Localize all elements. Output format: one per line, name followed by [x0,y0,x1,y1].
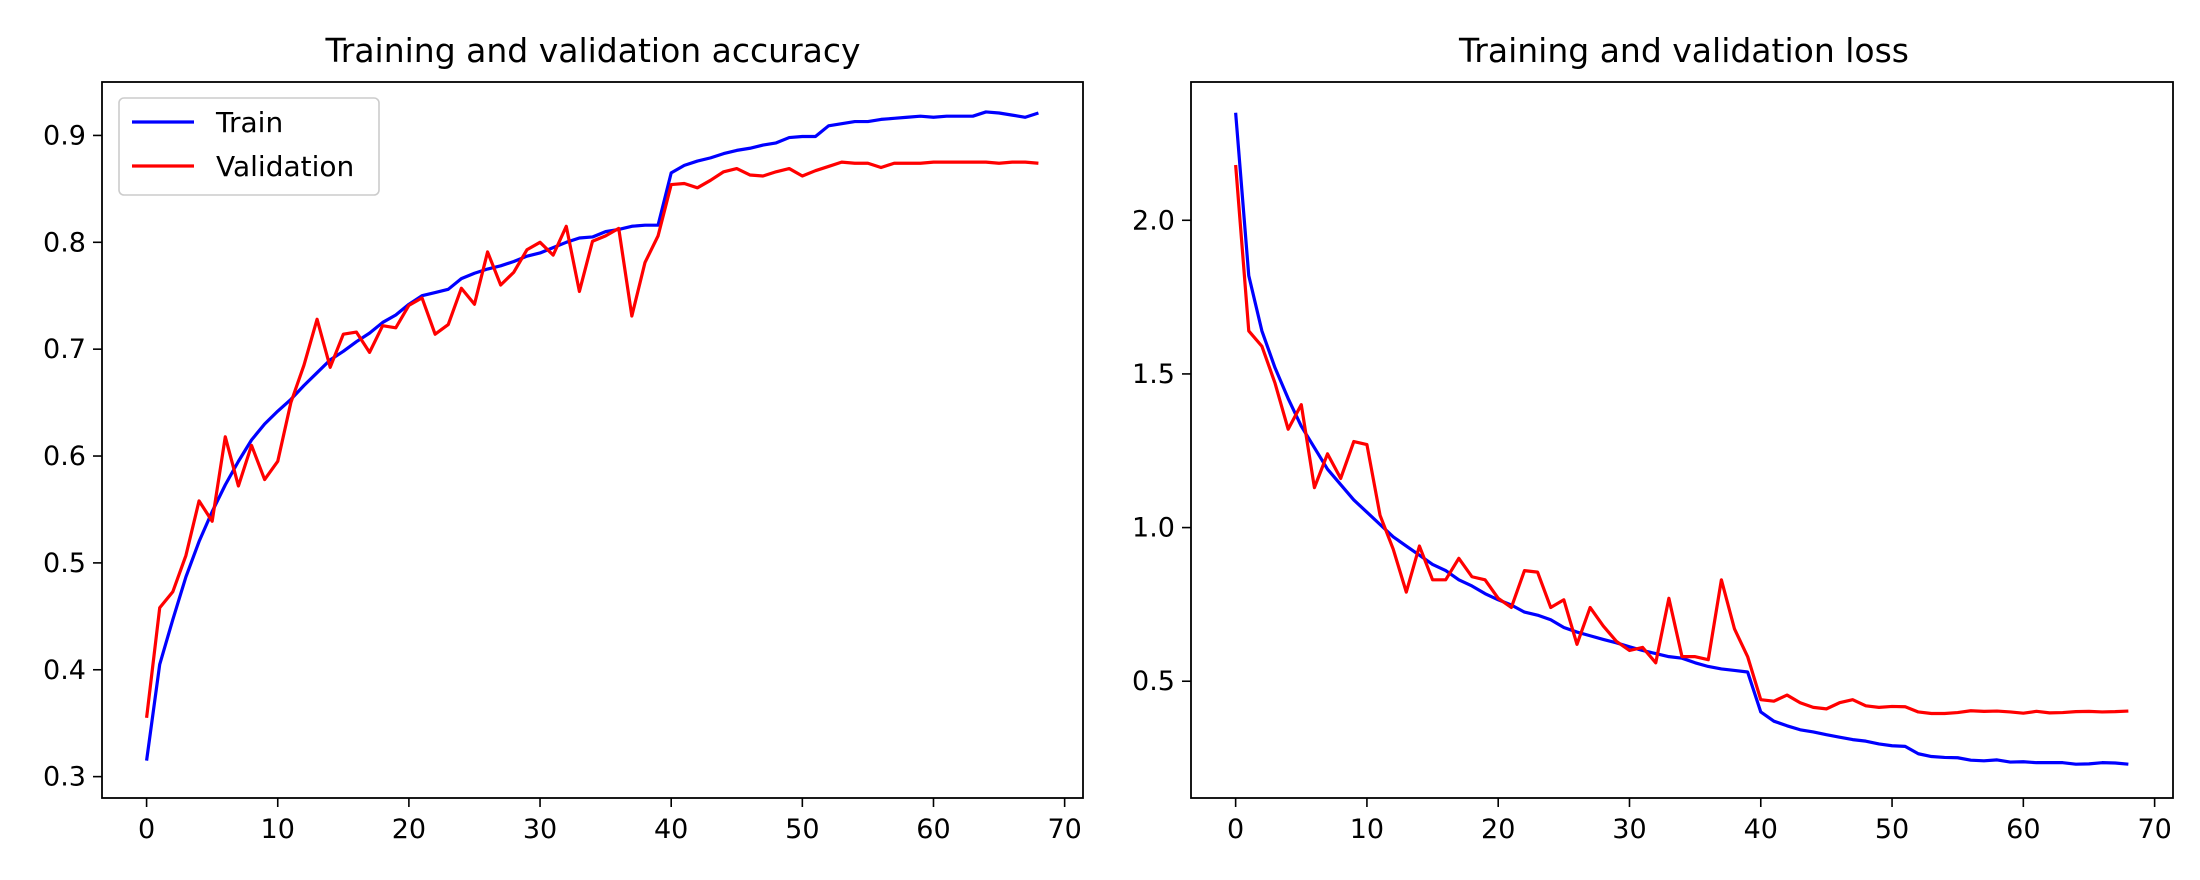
y-tick-label: 0.5 [43,548,86,579]
x-tick-label: 40 [654,814,688,845]
y-tick-label: 1.5 [1132,359,1175,390]
x-tick-label: 10 [261,814,295,845]
x-tick-label: 70 [1047,814,1081,845]
legend: Train Validation [118,97,380,196]
y-tick-label: 0.7 [43,334,86,365]
legend-train-label: Train [215,106,283,139]
x-tick-label: 60 [916,814,950,845]
x-tick-label: 70 [2137,814,2171,845]
x-tick-label: 60 [2006,814,2040,845]
y-tick-label: 0.5 [1132,666,1175,697]
series-line-train [1234,112,2129,766]
axis-layer: 0 10 20 30 40 50 60 70 0.3 0.4 0.5 0.6 0.7 0.8 0.9 [43,120,1082,845]
accuracy-chart: Training and validation accuracy 0 10 20 30… [43,31,1084,845]
y-tick-label: 0.3 [43,762,86,793]
series-line-validation [145,160,1039,719]
x-tick-label: 30 [523,814,557,845]
x-tick-label: 50 [1875,814,1909,845]
x-tick-label: 0 [1227,814,1244,845]
loss-chart: Training and validation loss 0 10 20 30 40 50… [1132,31,2174,845]
y-tick-label: 0.8 [43,227,86,258]
y-tick-label: 0.4 [43,655,86,686]
axis-layer: 0 10 20 30 40 50 60 70 0.5 1.0 1.5 2.0 [1132,205,2172,845]
chart-title: Training and validation accuracy [324,31,860,70]
plot-frame [1190,81,2174,799]
plot-frame [101,81,1084,799]
y-tick-label: 2.0 [1132,205,1175,236]
y-tick-label: 0.6 [43,441,86,472]
y-tick-label: 1.0 [1132,513,1175,544]
series-layer [145,110,1039,761]
series-layer [1234,112,2129,766]
x-tick-label: 20 [1481,814,1515,845]
legend-validation-label: Validation [216,150,354,183]
x-tick-label: 0 [138,814,155,845]
x-tick-label: 20 [392,814,426,845]
x-tick-label: 10 [1350,814,1384,845]
y-tick-label: 0.9 [43,120,86,151]
chart-title: Training and validation loss [1458,31,1909,70]
x-tick-label: 40 [1744,814,1778,845]
series-line-validation [1234,164,2129,716]
x-tick-label: 50 [785,814,819,845]
x-tick-label: 30 [1612,814,1646,845]
series-line-train [145,110,1039,761]
